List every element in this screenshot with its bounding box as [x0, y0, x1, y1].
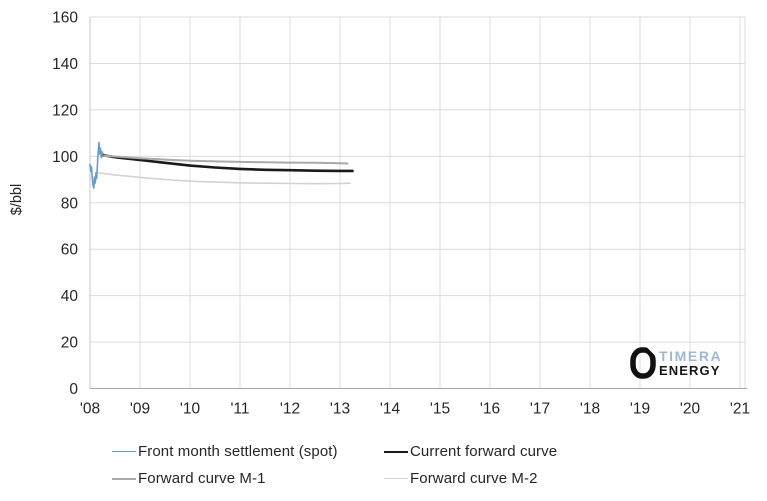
- legend-label: Forward curve M-1: [138, 470, 266, 487]
- x-tick-label: '12: [280, 401, 300, 418]
- timera-logo-icon: [630, 347, 656, 379]
- x-tick-label: '14: [380, 401, 401, 418]
- x-tick-label: '15: [430, 401, 450, 418]
- x-tick-label: '16: [480, 401, 500, 418]
- x-tick-label: '17: [530, 401, 550, 418]
- x-tick-label: '19: [630, 401, 650, 418]
- x-tick-label: '11: [230, 401, 249, 418]
- series-forward-curve-m-2: [98, 172, 351, 185]
- series-current-forward-curve: [102, 154, 354, 173]
- legend-item-3: Forward curve M-1: [112, 470, 266, 487]
- y-tick-label: 140: [52, 56, 78, 73]
- series-front-month-settlement-spot-: [89, 141, 106, 189]
- legend-line-swatch: [384, 450, 408, 453]
- y-tick-label: 100: [52, 149, 78, 166]
- y-tick-label: 160: [52, 10, 78, 27]
- logo-word-timera: TIMERA: [659, 348, 723, 364]
- y-axis-title: $/bbl: [9, 184, 25, 215]
- legend-label: Forward curve M-2: [410, 470, 538, 487]
- x-tick-label: '13: [330, 401, 350, 418]
- y-tick-label: 120: [52, 102, 78, 119]
- x-tick-label: '20: [680, 401, 701, 418]
- legend-item-1: Front month settlement (spot): [112, 443, 338, 460]
- y-tick-label: 20: [61, 335, 79, 352]
- legend-line-swatch: [112, 477, 136, 480]
- series-forward-curve-m-1: [103, 154, 349, 165]
- x-tick-label: '08: [80, 401, 100, 418]
- y-tick-label: 40: [61, 288, 79, 305]
- legend-item-2: Current forward curve: [384, 443, 557, 460]
- y-tick-label: 60: [61, 242, 79, 259]
- x-tick-label: '21: [730, 401, 750, 418]
- x-tick-label: '18: [580, 401, 600, 418]
- legend-label: Current forward curve: [410, 443, 558, 460]
- legend-line-swatch: [384, 478, 408, 479]
- logo-text: TIMERA ENERGY: [659, 349, 722, 377]
- logo-word-energy: ENERGY: [659, 363, 721, 378]
- y-tick-label: 0: [69, 381, 78, 398]
- legend-item-4: Forward curve M-2: [384, 470, 538, 487]
- legend-label: Front month settlement (spot): [138, 443, 338, 460]
- x-tick-label: '09: [130, 401, 150, 418]
- y-tick-label: 80: [61, 195, 79, 212]
- price-chart: 0 20 40 60 80 100 120 140 160 '08 '09 '10 '11 '12 '13 '…: [9, 10, 750, 418]
- legend-line-swatch: [112, 451, 136, 452]
- x-tick-label: '10: [180, 401, 201, 418]
- timera-energy-logo: TIMERA ENERGY: [630, 347, 722, 379]
